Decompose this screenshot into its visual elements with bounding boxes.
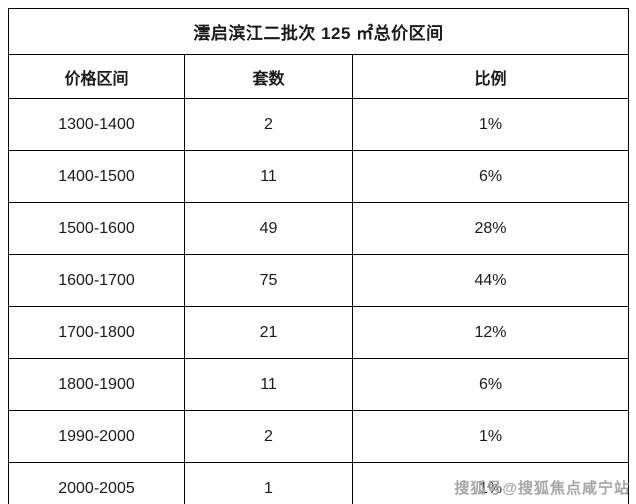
- table-row: 1300-1400 2 1%: [8, 98, 629, 151]
- cell-ratio: 1%: [352, 462, 629, 504]
- cell-units: 21: [184, 306, 353, 359]
- cell-price-range: 2000-2005: [8, 462, 185, 504]
- cell-units: 75: [184, 254, 353, 307]
- cell-price-range: 1600-1700: [8, 254, 185, 307]
- table-row: 1700-1800 21 12%: [8, 306, 629, 359]
- cell-price-range: 1800-1900: [8, 358, 185, 411]
- table-header-row: 价格区间 套数 比例: [8, 54, 629, 99]
- cell-price-range: 1400-1500: [8, 150, 185, 203]
- cell-price-range: 1700-1800: [8, 306, 185, 359]
- table-row: 2000-2005 1 1%: [8, 462, 629, 504]
- cell-ratio: 12%: [352, 306, 629, 359]
- cell-units: 2: [184, 98, 353, 151]
- table-title-row: 澐启滨江二批次 125 ㎡总价区间: [8, 8, 629, 55]
- cell-units: 11: [184, 358, 353, 411]
- cell-ratio: 6%: [352, 150, 629, 203]
- column-header-price-range: 价格区间: [8, 54, 185, 99]
- cell-ratio: 44%: [352, 254, 629, 307]
- column-header-units: 套数: [184, 54, 353, 99]
- price-range-table: 澐启滨江二批次 125 ㎡总价区间 价格区间 套数 比例 1300-1400 2…: [8, 8, 629, 504]
- cell-ratio: 1%: [352, 410, 629, 463]
- cell-ratio: 28%: [352, 202, 629, 255]
- table-row: 1990-2000 2 1%: [8, 410, 629, 463]
- cell-ratio: 1%: [352, 98, 629, 151]
- table-row: 1800-1900 11 6%: [8, 358, 629, 411]
- cell-units: 1: [184, 462, 353, 504]
- table-title: 澐启滨江二批次 125 ㎡总价区间: [8, 8, 629, 55]
- cell-price-range: 1300-1400: [8, 98, 185, 151]
- cell-ratio: 6%: [352, 358, 629, 411]
- column-header-ratio: 比例: [352, 54, 629, 99]
- cell-units: 11: [184, 150, 353, 203]
- cell-price-range: 1990-2000: [8, 410, 185, 463]
- cell-price-range: 1500-1600: [8, 202, 185, 255]
- cell-units: 49: [184, 202, 353, 255]
- cell-units: 2: [184, 410, 353, 463]
- table-row: 1600-1700 75 44%: [8, 254, 629, 307]
- table-row: 1500-1600 49 28%: [8, 202, 629, 255]
- table-row: 1400-1500 11 6%: [8, 150, 629, 203]
